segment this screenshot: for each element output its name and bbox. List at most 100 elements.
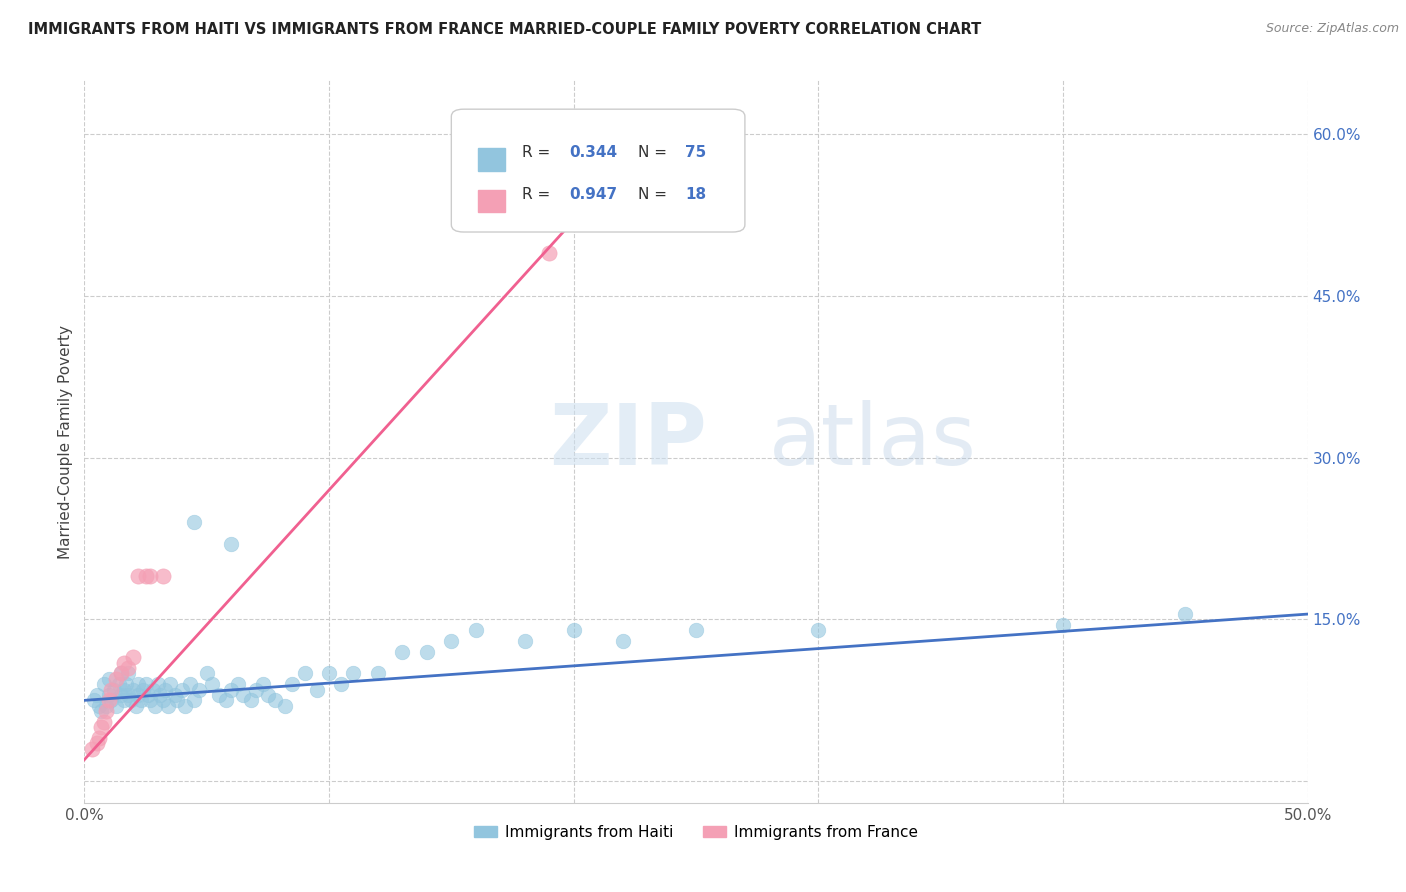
Point <box>127 569 149 583</box>
Point <box>274 698 297 713</box>
Point <box>90 720 112 734</box>
Point <box>107 677 129 691</box>
Text: atlas: atlas <box>769 400 977 483</box>
Legend: Immigrants from Haiti, Immigrants from France: Immigrants from Haiti, Immigrants from F… <box>468 819 924 846</box>
Point <box>294 666 316 681</box>
Point <box>139 693 162 707</box>
Point <box>538 245 561 260</box>
Text: IMMIGRANTS FROM HAITI VS IMMIGRANTS FROM FRANCE MARRIED-COUPLE FAMILY POVERTY CO: IMMIGRANTS FROM HAITI VS IMMIGRANTS FROM… <box>28 22 981 37</box>
Text: R =: R = <box>522 145 555 160</box>
Point <box>200 677 222 691</box>
Point <box>367 666 389 681</box>
Point <box>100 682 122 697</box>
Point <box>245 682 267 697</box>
Point <box>149 688 172 702</box>
Point <box>219 537 242 551</box>
Point <box>252 677 274 691</box>
Point <box>172 682 194 697</box>
Point <box>163 688 186 702</box>
Point <box>281 677 304 691</box>
Point <box>173 698 195 713</box>
Text: Source: ZipAtlas.com: Source: ZipAtlas.com <box>1265 22 1399 36</box>
Point <box>152 693 174 707</box>
Point <box>513 634 536 648</box>
Point <box>120 693 142 707</box>
Point <box>146 677 169 691</box>
Text: N =: N = <box>638 145 672 160</box>
Point <box>110 666 132 681</box>
Point <box>127 688 149 702</box>
Point <box>330 677 353 691</box>
Point <box>96 698 118 713</box>
Point <box>125 698 148 713</box>
Point <box>239 693 262 707</box>
Point <box>440 634 463 648</box>
Point <box>139 569 162 583</box>
Point <box>685 624 707 638</box>
Point <box>1174 607 1197 621</box>
Point <box>215 693 238 707</box>
Point <box>416 645 439 659</box>
Point <box>115 677 138 691</box>
Point <box>807 624 830 638</box>
Point <box>93 714 115 729</box>
Text: 75: 75 <box>685 145 706 160</box>
Point <box>117 661 139 675</box>
Point <box>105 698 128 713</box>
Point <box>342 666 364 681</box>
Point <box>96 704 118 718</box>
Point <box>257 688 280 702</box>
Point <box>219 682 242 697</box>
Point <box>127 677 149 691</box>
Point <box>612 634 634 648</box>
Point <box>112 656 135 670</box>
Text: ZIP: ZIP <box>550 400 707 483</box>
Point <box>129 693 152 707</box>
Point <box>93 677 115 691</box>
Text: 0.947: 0.947 <box>569 187 617 202</box>
Point <box>90 704 112 718</box>
Point <box>391 645 413 659</box>
Point <box>117 688 139 702</box>
Point <box>195 666 218 681</box>
Point <box>97 693 120 707</box>
Point <box>87 731 110 745</box>
Point <box>86 688 108 702</box>
Point <box>110 688 132 702</box>
Point <box>97 672 120 686</box>
Point <box>183 693 205 707</box>
Point <box>305 682 328 697</box>
Point <box>264 693 287 707</box>
Point <box>1052 618 1074 632</box>
Point <box>143 698 166 713</box>
Point <box>318 666 340 681</box>
Point <box>122 650 145 665</box>
Point <box>97 688 120 702</box>
Point <box>153 682 176 697</box>
Point <box>464 624 486 638</box>
Point <box>135 677 157 691</box>
Point <box>179 677 201 691</box>
Point <box>188 682 211 697</box>
Point <box>152 569 174 583</box>
Point <box>100 693 122 707</box>
Point <box>136 688 159 702</box>
FancyBboxPatch shape <box>478 189 505 211</box>
FancyBboxPatch shape <box>478 148 505 170</box>
Point <box>183 516 205 530</box>
Point <box>156 698 179 713</box>
Text: R =: R = <box>522 187 555 202</box>
Text: N =: N = <box>638 187 672 202</box>
Point <box>110 666 132 681</box>
Point <box>112 682 135 697</box>
FancyBboxPatch shape <box>451 109 745 232</box>
Y-axis label: Married-Couple Family Poverty: Married-Couple Family Poverty <box>58 325 73 558</box>
Point <box>112 693 135 707</box>
Point <box>122 682 145 697</box>
Point <box>83 693 105 707</box>
Point <box>166 693 188 707</box>
Point <box>142 682 165 697</box>
Text: 18: 18 <box>685 187 706 202</box>
Point <box>232 688 254 702</box>
Point <box>105 672 128 686</box>
